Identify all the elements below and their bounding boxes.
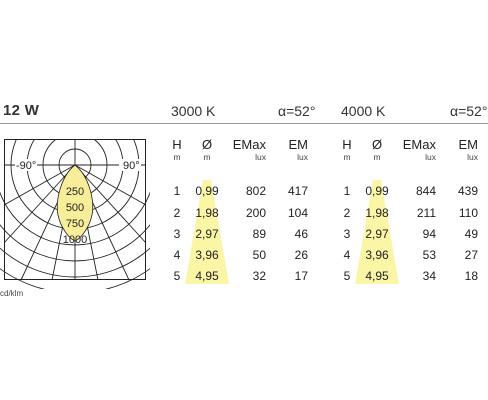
col-h-3000k: H [172, 137, 182, 152]
cell-em: 104 [287, 206, 308, 220]
polar-diagram: -90° 90° 250 500 750 1000 [0, 139, 150, 289]
cell-em: 49 [464, 227, 478, 241]
cell-diameter: 0,99 [365, 184, 389, 198]
cell-h: 5 [173, 269, 181, 283]
cell-diameter: 2,97 [195, 227, 219, 241]
cell-diameter: 1,98 [195, 206, 219, 220]
cell-emax: 53 [422, 248, 436, 262]
col-d-unit-4000k: m [373, 152, 381, 162]
cct-3000k: 3000 K [171, 103, 216, 119]
cell-emax: 802 [245, 184, 266, 198]
cell-h: 3 [173, 227, 181, 241]
col-d-3000k: Ø [201, 137, 213, 152]
cell-em: 26 [294, 248, 308, 262]
cell-diameter: 3,96 [195, 248, 219, 262]
col-em-unit-3000k: lux [297, 152, 308, 162]
cell-emax: 844 [415, 184, 436, 198]
cell-em: 439 [457, 184, 478, 198]
col-d-unit-3000k: m [203, 152, 211, 162]
cell-h: 2 [173, 206, 181, 220]
cell-h: 3 [343, 227, 351, 241]
cell-emax: 200 [245, 206, 266, 220]
cell-h: 4 [173, 248, 181, 262]
ring-label-250: 250 [66, 186, 84, 198]
cell-emax: 94 [422, 227, 436, 241]
cell-h: 1 [343, 184, 351, 198]
header-divider [0, 123, 488, 124]
cell-h: 5 [343, 269, 351, 283]
col-em-4000k: EM [458, 137, 479, 152]
cell-em: 17 [294, 269, 308, 283]
cell-em: 18 [464, 269, 478, 283]
ring-label-500: 500 [66, 202, 84, 214]
cell-h: 1 [173, 184, 181, 198]
cct-4000k: 4000 K [341, 103, 386, 119]
cell-diameter: 1,98 [365, 206, 389, 220]
col-h-unit-3000k: m [173, 152, 181, 162]
col-d-4000k: Ø [371, 137, 383, 152]
cell-h: 4 [343, 248, 351, 262]
cell-diameter: 4,95 [195, 269, 219, 283]
cell-diameter: 4,95 [365, 269, 389, 283]
col-emax-unit-3000k: lux [255, 152, 266, 162]
cell-em: 27 [464, 248, 478, 262]
ring-label-1000: 1000 [63, 234, 87, 246]
polar-unit: cd/klm [0, 289, 24, 298]
cell-diameter: 2,97 [365, 227, 389, 241]
col-emax-unit-4000k: lux [425, 152, 436, 162]
cell-emax: 50 [252, 248, 266, 262]
cell-emax: 211 [416, 206, 436, 220]
angle-label-right: 90° [123, 160, 140, 172]
col-h-unit-4000k: m [343, 152, 351, 162]
cell-em: 417 [287, 184, 308, 198]
beam-angle-3000k: α=52° [278, 103, 316, 119]
cell-em: 110 [458, 206, 478, 220]
col-em-unit-4000k: lux [467, 152, 478, 162]
cell-diameter: 0,99 [195, 184, 219, 198]
col-h-4000k: H [342, 137, 352, 152]
col-emax-4000k: EMax [402, 137, 436, 152]
cell-emax: 32 [252, 269, 266, 283]
col-em-3000k: EM [288, 137, 309, 152]
col-emax-3000k: EMax [232, 137, 266, 152]
cell-emax: 34 [422, 269, 436, 283]
cell-h: 2 [343, 206, 351, 220]
angle-label-left: -90° [16, 160, 36, 172]
cell-em: 46 [294, 227, 308, 241]
power-rating: 12 W [3, 102, 40, 119]
beam-angle-4000k: α=52° [450, 103, 488, 119]
ring-label-750: 750 [66, 218, 84, 230]
intensity-curve [56, 164, 94, 242]
cell-emax: 89 [252, 227, 266, 241]
cell-diameter: 3,96 [365, 248, 389, 262]
